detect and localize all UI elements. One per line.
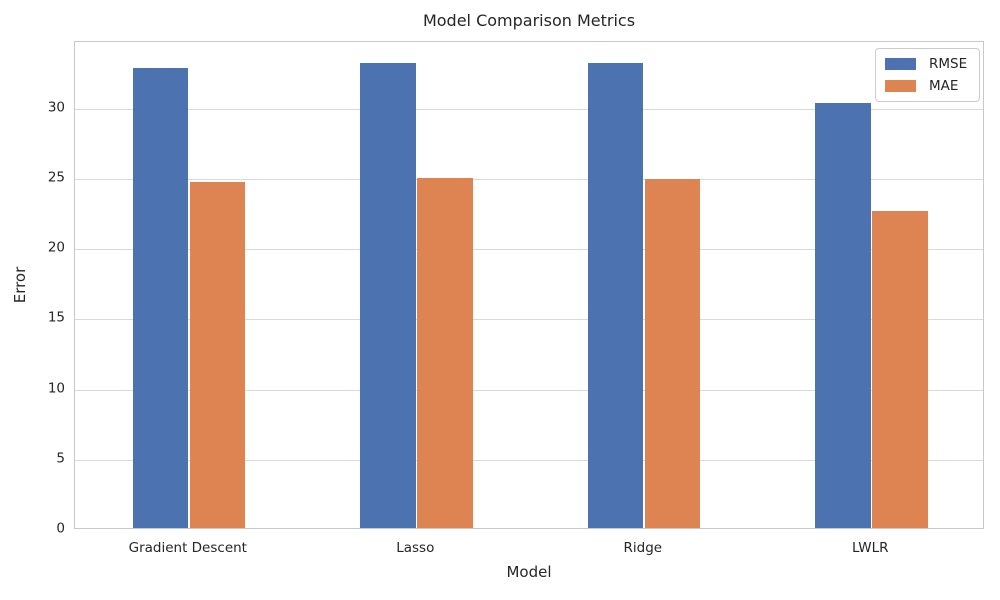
chart-title: Model Comparison Metrics <box>422 11 636 30</box>
legend-swatch-mae <box>885 80 916 93</box>
gridline <box>75 459 983 461</box>
gridline <box>75 319 983 321</box>
bar-mae-3 <box>872 210 928 528</box>
y-tick-label: 10 <box>47 379 65 396</box>
x-tick-label: Ridge <box>623 540 663 556</box>
x-tick-label: Gradient Descent <box>128 540 247 556</box>
y-tick-label: 20 <box>47 239 65 256</box>
bar-rmse-2 <box>587 63 643 528</box>
gridline <box>75 179 983 180</box>
bar-mae-2 <box>644 179 700 528</box>
x-axis-label: Model <box>506 563 552 581</box>
x-tick-label: LWLR <box>852 540 889 556</box>
y-tick-label: 25 <box>47 169 65 186</box>
gridline <box>75 108 983 110</box>
x-tick-label: Lasso <box>396 540 435 556</box>
y-tick-label: 15 <box>47 309 65 326</box>
gridline <box>75 389 983 391</box>
legend-item: RMSE <box>885 56 967 72</box>
bar-mae-1 <box>417 178 473 528</box>
bar-rmse-3 <box>815 102 871 528</box>
y-tick-labels: 0 5 10 15 20 25 30 <box>0 41 65 535</box>
gridline <box>75 249 983 251</box>
y-tick-label: 5 <box>56 450 65 467</box>
legend-label: MAE <box>929 78 959 95</box>
legend-item: MAE <box>885 78 967 94</box>
legend-label: RMSE <box>929 56 968 72</box>
legend: RMSE MAE <box>875 48 981 103</box>
plot-area <box>74 41 984 529</box>
y-tick-label: 0 <box>56 520 65 537</box>
bar-rmse-1 <box>360 63 416 528</box>
bar-mae-0 <box>189 181 245 528</box>
bar-rmse-0 <box>132 67 188 528</box>
x-tick-labels: Gradient Descent Lasso Ridge LWLR <box>74 540 984 560</box>
legend-swatch-rmse <box>885 58 916 71</box>
y-tick-label: 30 <box>47 99 65 116</box>
